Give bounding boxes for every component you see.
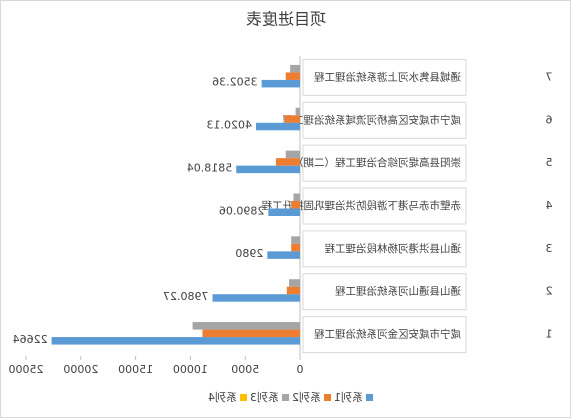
category-label: 通城县隽水河上游系统治理工程 bbox=[314, 70, 461, 83]
bar bbox=[275, 158, 300, 166]
category-box bbox=[302, 316, 467, 354]
bar bbox=[212, 294, 300, 302]
data-label: 7980.27 bbox=[163, 290, 209, 303]
bar bbox=[51, 337, 300, 345]
bar bbox=[267, 251, 300, 259]
category-box bbox=[302, 187, 467, 225]
bar bbox=[289, 279, 300, 287]
data-label: 4020.13 bbox=[206, 119, 252, 132]
x-tick-label: 5000 bbox=[231, 363, 259, 376]
row-number: 1 bbox=[546, 328, 553, 341]
category-box bbox=[302, 58, 467, 96]
category-box bbox=[302, 144, 467, 182]
data-label: 3502.36 bbox=[212, 76, 258, 89]
data-label: 22664 bbox=[13, 333, 48, 346]
category-box bbox=[302, 230, 467, 268]
row-number: 3 bbox=[546, 242, 553, 255]
bar bbox=[293, 193, 300, 201]
bar bbox=[261, 79, 300, 88]
row-number: 2 bbox=[546, 285, 553, 298]
bar bbox=[285, 72, 300, 80]
chart-title: 项目进度表 bbox=[246, 10, 326, 29]
legend-label: 系列4 bbox=[208, 390, 237, 404]
data-label: 5818.04 bbox=[187, 161, 233, 174]
category-box bbox=[302, 273, 467, 311]
bar bbox=[290, 64, 300, 73]
category-label: 咸宁市咸安区金河系统治理工程 bbox=[314, 328, 461, 341]
category-box bbox=[302, 101, 467, 139]
legend-marker bbox=[282, 394, 289, 401]
bar bbox=[291, 236, 300, 244]
category-label: 咸宁市咸安区高桥河流域系统治理工程 bbox=[282, 113, 461, 126]
category-label: 崇阳县高堤河综合治理工程（二期） bbox=[293, 156, 461, 169]
category-label: 通山县洪港河杨林段治理工程 bbox=[324, 242, 461, 255]
data-label: 2980 bbox=[235, 247, 263, 260]
category-label: 赤壁市赤马港下游段防洪治理巩固提升工程 bbox=[261, 199, 461, 212]
x-tick-label: 10000 bbox=[173, 363, 208, 376]
category-label: 通山县通山河系统治理工程 bbox=[335, 285, 461, 298]
row-number: 6 bbox=[546, 113, 553, 126]
bar bbox=[285, 150, 300, 159]
x-tick-label: 25000 bbox=[9, 363, 44, 376]
bar bbox=[295, 107, 300, 116]
bar bbox=[284, 115, 300, 123]
legend-label: 系列3 bbox=[250, 390, 279, 404]
x-tick-label: 15000 bbox=[118, 363, 153, 376]
row-number: 7 bbox=[546, 70, 553, 83]
bar bbox=[268, 208, 300, 216]
row-number: 4 bbox=[546, 199, 553, 212]
bar bbox=[236, 165, 300, 174]
legend-marker bbox=[240, 394, 247, 401]
x-tick-label: 20000 bbox=[63, 363, 98, 376]
bar bbox=[202, 329, 300, 338]
legend-label: 系列2 bbox=[292, 390, 321, 404]
row-number: 5 bbox=[546, 156, 553, 169]
data-label: 2890.06 bbox=[219, 204, 265, 217]
legend-marker bbox=[324, 394, 331, 401]
x-tick-label: 0 bbox=[297, 363, 304, 376]
bar bbox=[291, 201, 300, 209]
bar bbox=[286, 286, 300, 295]
legend-label: 系列1 bbox=[334, 390, 363, 404]
bar bbox=[291, 243, 300, 252]
bar bbox=[255, 122, 300, 131]
legend-marker bbox=[366, 394, 373, 401]
bar bbox=[192, 322, 300, 330]
